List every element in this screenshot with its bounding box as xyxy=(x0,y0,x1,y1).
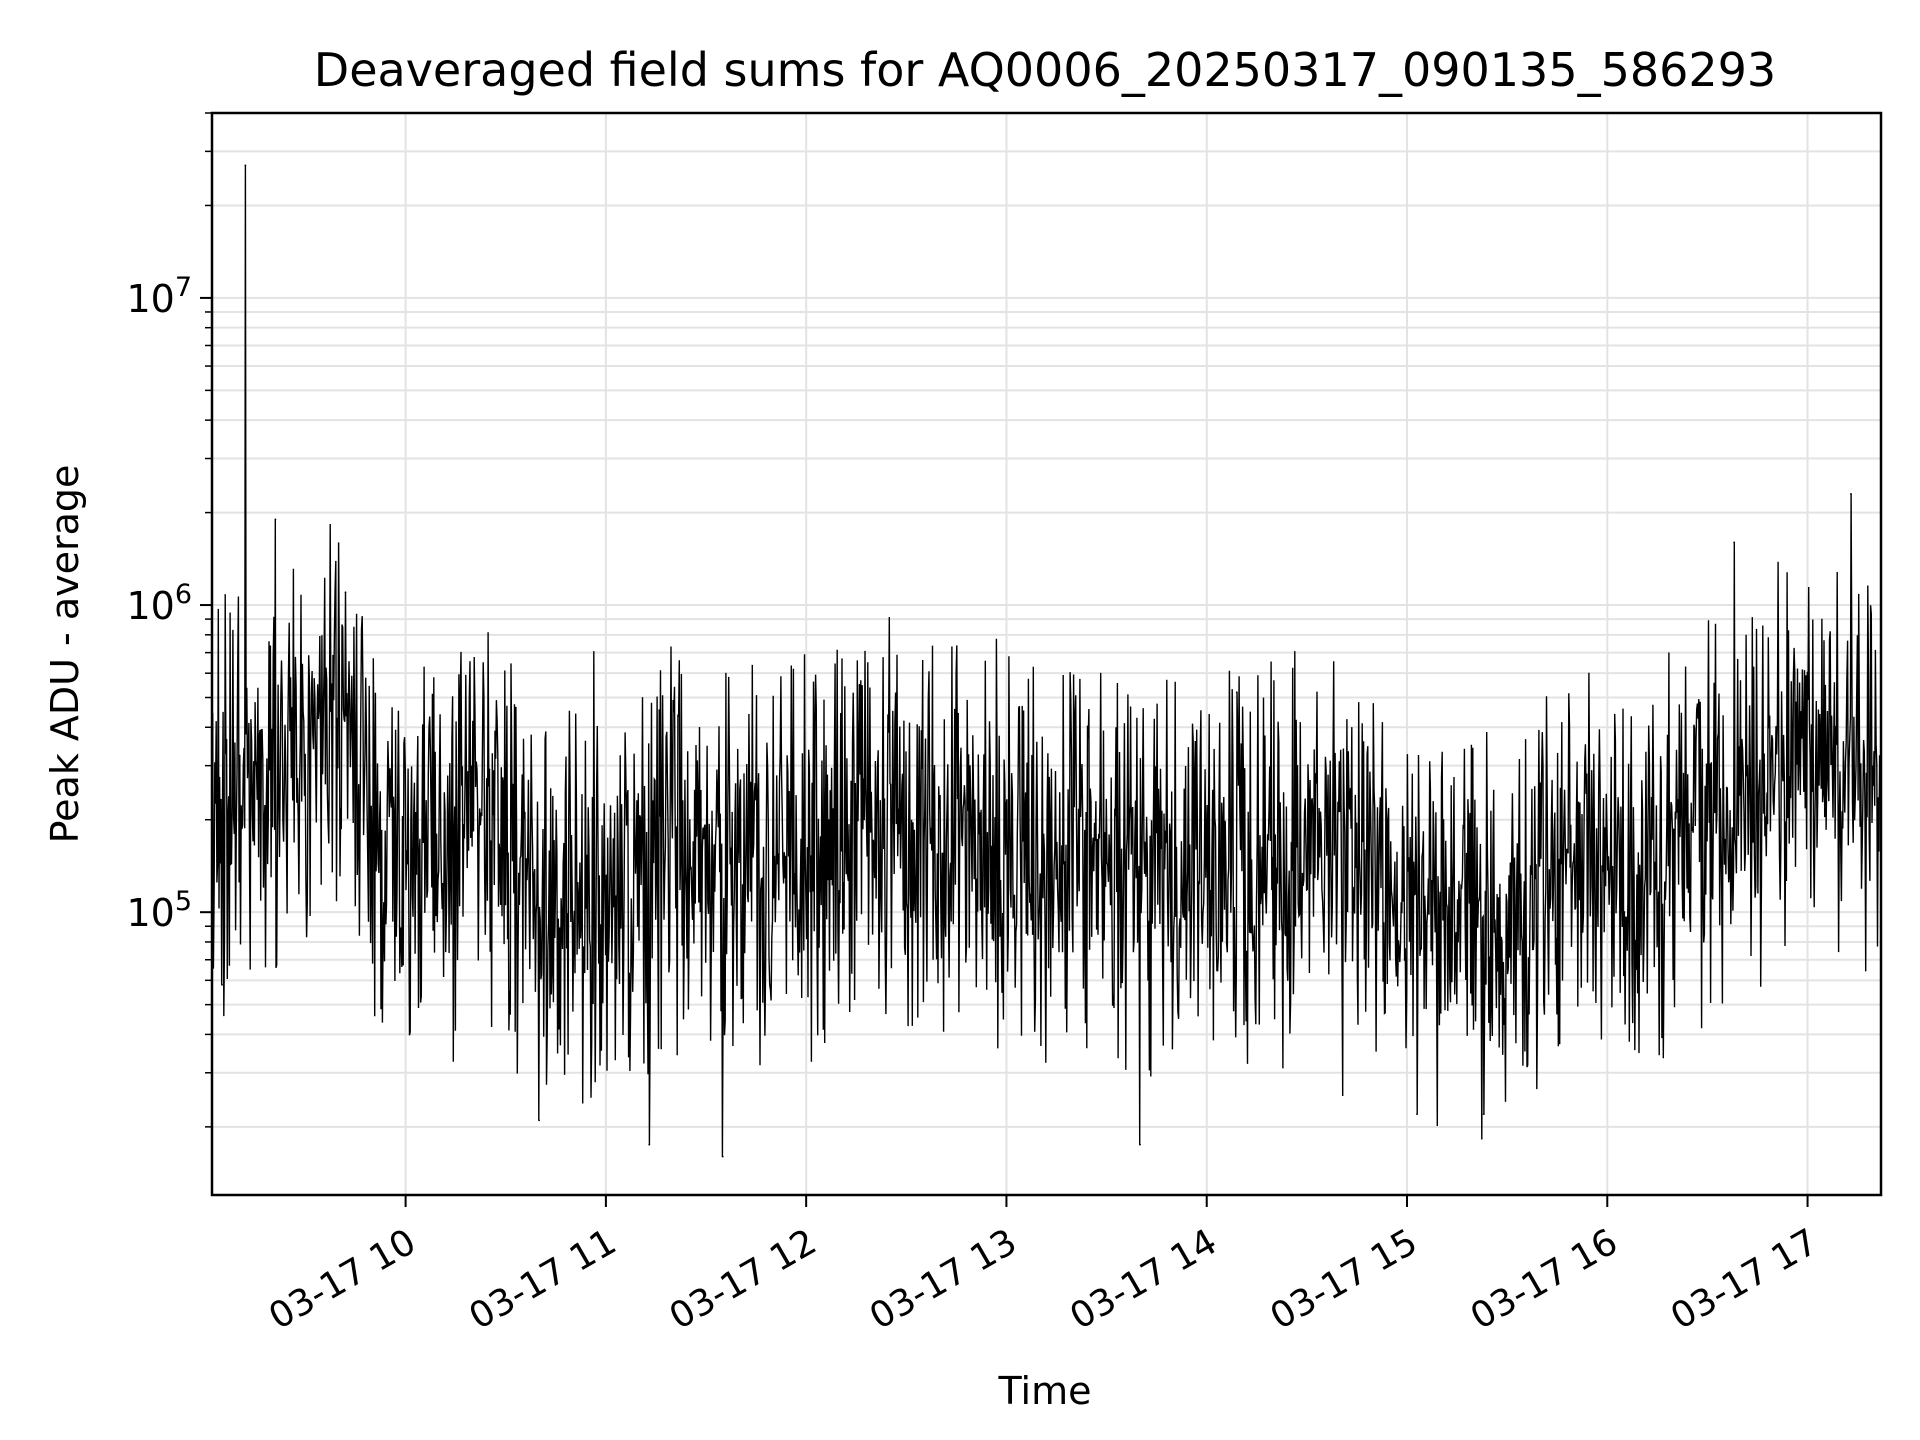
extreme-point xyxy=(1850,493,1852,495)
extreme-point xyxy=(221,983,223,986)
extreme-point xyxy=(1733,541,1736,544)
y-axis-label: Peak ADU - average xyxy=(43,465,87,844)
series-line xyxy=(211,165,1882,1157)
extreme-point xyxy=(858,683,861,686)
extreme-point xyxy=(648,1143,651,1146)
extreme-point xyxy=(344,591,347,594)
data-series xyxy=(211,164,1882,1158)
y-axis-ticks: 105 106 107 xyxy=(126,112,212,1128)
extreme-point xyxy=(1482,1113,1485,1116)
extreme-point xyxy=(1416,1113,1418,1116)
extreme-point xyxy=(274,518,277,521)
chart-title: Deaveraged field sums for AQ0006_2025031… xyxy=(314,43,1776,97)
extreme-point xyxy=(1235,691,1238,694)
y-tick-label: 106 xyxy=(126,579,192,628)
x-axis-label: Time xyxy=(998,1369,1092,1413)
extreme-point xyxy=(721,1155,724,1158)
extreme-point xyxy=(1139,1143,1141,1146)
plot-frame xyxy=(210,111,1883,1197)
extreme-point xyxy=(244,164,247,167)
y-tick-label: 107 xyxy=(126,272,192,321)
y-tick-label: 105 xyxy=(126,886,192,935)
extreme-point xyxy=(538,1119,541,1122)
